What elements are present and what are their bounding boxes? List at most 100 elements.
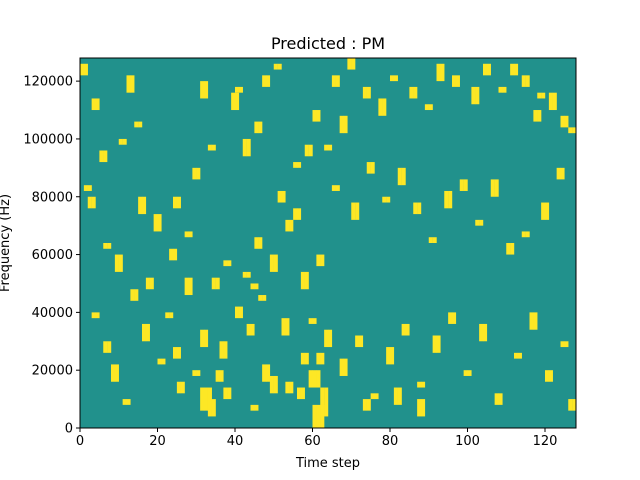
heatmap-cell <box>231 92 236 111</box>
heatmap-cell <box>320 404 325 429</box>
heatmap-cell <box>347 58 352 70</box>
y-tick-label: 100000 <box>23 132 73 147</box>
heatmap-cell <box>188 277 193 296</box>
heatmap-cell <box>390 347 395 365</box>
heatmap-cell <box>176 381 181 394</box>
heatmap-cell <box>289 381 294 394</box>
heatmap-cell <box>370 162 375 174</box>
heatmap-cell <box>173 196 178 209</box>
heatmap-cell <box>378 98 383 116</box>
heatmap-cell <box>277 63 282 70</box>
heatmap-cell <box>432 237 437 243</box>
heatmap-cell <box>552 92 557 111</box>
heatmap-cell <box>514 63 519 76</box>
heatmap-cell <box>436 63 441 82</box>
heatmap-cell <box>362 399 367 411</box>
heatmap-cell <box>339 115 344 134</box>
heatmap-cell <box>560 167 565 180</box>
heatmap-cell <box>440 63 445 82</box>
heatmap-cell <box>436 335 441 353</box>
heatmap-cell <box>297 208 302 220</box>
heatmap-cell <box>204 329 209 348</box>
heatmap-cell <box>471 86 476 105</box>
heatmap-cell <box>502 86 507 93</box>
heatmap-cell <box>475 86 480 105</box>
heatmap-cell <box>122 138 127 145</box>
heatmap-cell <box>483 323 488 342</box>
heatmap-cell <box>316 352 321 365</box>
heatmap-cell <box>324 387 329 417</box>
heatmap-cell <box>254 121 259 134</box>
heatmap-cell <box>246 271 251 278</box>
heatmap-cell <box>254 283 259 290</box>
heatmap-cell <box>122 399 127 405</box>
heatmap-cell <box>103 243 108 249</box>
heatmap-cell <box>525 75 530 87</box>
heatmap-cell <box>548 370 553 382</box>
heatmap-cell <box>80 63 85 76</box>
heatmap-cell <box>308 144 313 157</box>
heatmap-cell <box>359 335 364 348</box>
heatmap-cell <box>324 329 329 348</box>
heatmap-cell <box>421 399 426 417</box>
heatmap-cell <box>397 167 402 186</box>
heatmap-cell <box>533 110 538 122</box>
heatmap-cell <box>285 219 290 232</box>
x-tick-label: 60 <box>304 434 321 449</box>
heatmap-cell <box>111 364 116 382</box>
heatmap-cell <box>134 121 139 128</box>
heatmap-cell <box>273 375 278 394</box>
heatmap-cell <box>343 115 348 134</box>
heatmap-cell <box>246 138 251 157</box>
heatmap-cell <box>145 277 150 290</box>
heatmap-cell <box>483 63 488 76</box>
x-axis-label: Time step <box>295 456 360 471</box>
heatmap-cell <box>169 248 174 261</box>
heatmap-cell <box>479 219 484 226</box>
heatmap-cell <box>269 254 274 272</box>
heatmap-cell <box>289 219 294 232</box>
heatmap-cell <box>281 190 286 203</box>
heatmap-cell <box>444 190 449 209</box>
heatmap-cell <box>138 196 143 215</box>
heatmap-cell <box>417 202 422 215</box>
heatmap-cell <box>258 121 263 134</box>
heatmap-cell <box>107 243 112 249</box>
heatmap-cell <box>254 237 259 249</box>
heatmap-cell <box>138 121 143 128</box>
heatmap-cell <box>223 260 228 267</box>
y-tick-label: 40000 <box>32 306 73 321</box>
heatmap-cell <box>142 323 147 342</box>
heatmap-cell <box>316 370 321 388</box>
y-tick-label: 0 <box>65 422 73 437</box>
heatmap-cell <box>297 387 302 400</box>
heatmap-cell <box>366 399 371 411</box>
heatmap-cell <box>560 115 565 128</box>
heatmap-cell <box>297 162 302 168</box>
heatmap-cell <box>545 202 550 220</box>
heatmap-cell <box>510 63 515 76</box>
heatmap-cell <box>498 86 503 93</box>
heatmap-cell <box>227 387 232 400</box>
heatmap-cell <box>556 167 561 180</box>
heatmap-cell <box>169 312 174 319</box>
heatmap-cell <box>83 185 88 191</box>
heatmap-cell <box>250 283 255 290</box>
heatmap-cell <box>83 63 88 76</box>
heatmap-cell <box>180 381 185 394</box>
heatmap-cell <box>207 387 212 411</box>
heatmap-cell <box>238 86 243 93</box>
heatmap-cell <box>521 231 526 238</box>
heatmap-cell <box>142 196 147 215</box>
heatmap-cell <box>219 341 224 359</box>
heatmap-cell <box>351 202 356 220</box>
heatmap-cell <box>204 81 209 99</box>
heatmap-cell <box>417 399 422 417</box>
y-axis: 0 20000 40000 60000 80000 100000 120000 <box>23 75 80 437</box>
heatmap-cell <box>173 248 178 261</box>
heatmap-cell <box>114 364 119 382</box>
heatmap-cell <box>362 86 367 99</box>
heatmap-cell <box>134 289 139 301</box>
heatmap-cell <box>320 352 325 365</box>
